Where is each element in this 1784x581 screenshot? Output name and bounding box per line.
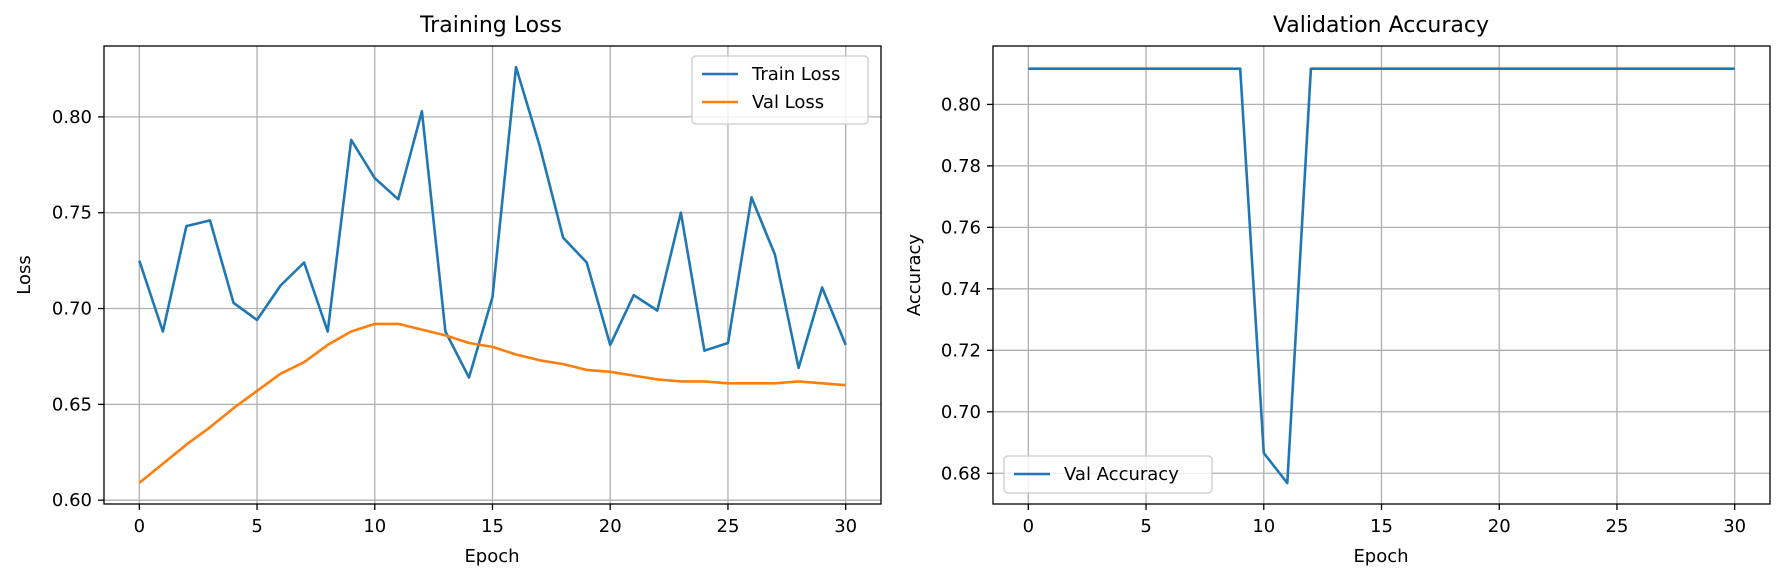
y-tick-label: 0.74 — [941, 279, 981, 300]
chart-title: Validation Accuracy — [1273, 13, 1489, 38]
y-axis-label: Accuracy — [904, 234, 925, 317]
x-tick-label: 10 — [363, 516, 386, 537]
y-tick-label: 0.70 — [52, 299, 92, 320]
y-tick-label: 0.65 — [52, 394, 92, 415]
x-tick-label: 20 — [599, 516, 622, 537]
x-tick-label: 5 — [1140, 516, 1151, 537]
x-tick-label: 20 — [1488, 516, 1511, 537]
chart-title: Training Loss — [419, 13, 562, 38]
y-tick-label: 0.80 — [941, 94, 981, 115]
x-tick-label: 25 — [1606, 516, 1629, 537]
y-tick-label: 0.72 — [941, 340, 981, 361]
x-axis-label: Epoch — [464, 546, 519, 567]
legend-label: Train Loss — [751, 64, 840, 85]
y-tick-label: 0.80 — [52, 107, 92, 128]
y-tick-label: 0.70 — [941, 402, 981, 423]
x-tick-label: 25 — [717, 516, 740, 537]
x-tick-label: 0 — [1023, 516, 1034, 537]
series-line-val-accuracy — [1028, 67, 1735, 485]
x-tick-label: 30 — [1723, 516, 1746, 537]
y-tick-label: 0.60 — [52, 490, 92, 511]
x-axis-label: Epoch — [1353, 546, 1408, 567]
x-tick-label: 30 — [834, 516, 857, 537]
y-tick-label: 0.78 — [941, 156, 981, 177]
series-line-train-loss — [138, 65, 847, 379]
validation-accuracy-chart: Validation Accuracy 0 5 10 15 20 25 30 0.68 0.70… — [904, 13, 1771, 567]
y-axis-label: Loss — [14, 255, 35, 294]
x-tick-label: 15 — [481, 516, 504, 537]
y-tick-label: 0.68 — [941, 463, 981, 484]
x-tick-label: 5 — [251, 516, 262, 537]
y-tick-label: 0.76 — [941, 217, 981, 238]
legend-label: Val Accuracy — [1064, 464, 1179, 485]
y-tick-label: 0.75 — [52, 203, 92, 224]
legend: Train Loss Val Loss — [691, 55, 869, 125]
legend: Val Accuracy — [1003, 455, 1213, 494]
x-tick-label: 10 — [1252, 516, 1275, 537]
series-line-val-loss — [138, 322, 846, 484]
training-loss-chart: Training Loss 0 5 10 15 20 25 30 0.60 0.65 0.70 0.… — [14, 13, 882, 567]
legend-label: Val Loss — [752, 92, 824, 113]
x-tick-label: 0 — [134, 516, 145, 537]
x-tick-label: 15 — [1370, 516, 1393, 537]
legend-box — [1003, 455, 1213, 494]
